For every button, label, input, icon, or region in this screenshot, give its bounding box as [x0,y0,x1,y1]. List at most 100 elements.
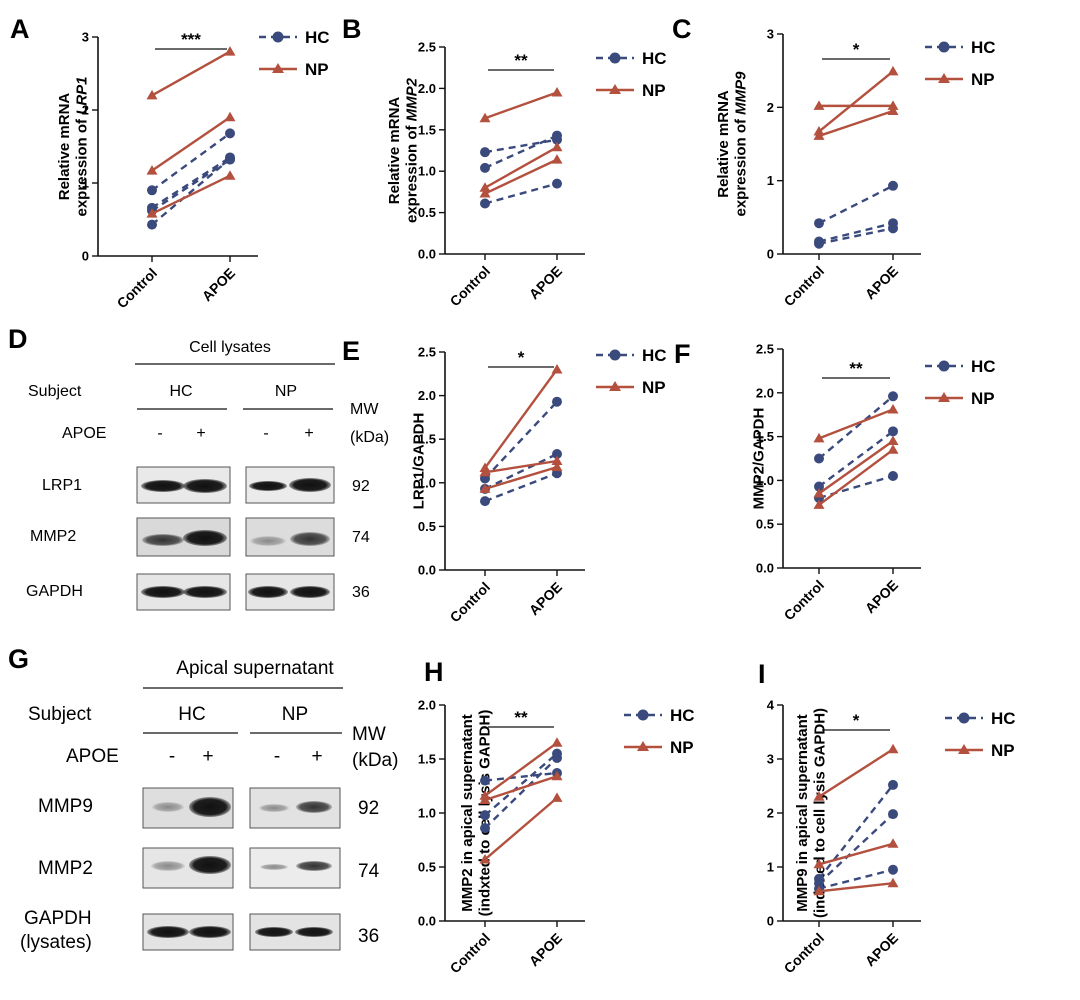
y-tick-label: 3 [82,30,89,45]
x-category-label: Control [447,930,494,977]
data-point-np [887,743,899,754]
x-category-label: APOE [526,579,565,618]
blot-g-row-label-2: (lysates) [20,932,92,953]
legend-label-np: NP [305,60,329,79]
data-point-np [813,858,825,869]
blot-panel-g: G Apical supernatant Subject HC NP MW AP… [8,644,398,953]
data-point-np [887,444,899,454]
data-point-hc [888,426,898,437]
y-axis-label: Relative mRNAexpression of MMP9 [715,71,749,217]
blot-band [189,856,231,874]
blot-panel-d: D Cell lysates Subject HC NP MW APOE - +… [8,324,389,611]
blot-band [147,926,189,938]
series-line-np [818,748,894,798]
y-tick-label: 0.0 [418,563,436,578]
data-point-hc [888,809,898,820]
blot-g-group-hc: HC [178,704,205,725]
y-tick-label: 3 [767,752,774,767]
data-point-np [887,105,899,115]
series-line-hc [818,227,894,245]
data-point-np [551,737,563,747]
y-axis-label: LRP1/GAPDH [411,413,428,510]
blot-g-apoe-label: APOE [66,746,119,767]
data-point-np [551,154,563,164]
y-tick-label: 2.5 [418,40,436,55]
data-point-hc [814,481,824,492]
x-category-label: APOE [199,265,238,304]
blot-band [189,797,231,817]
panel-letter: E [342,336,360,366]
data-point-np [551,792,563,802]
y-tick-label: 0 [82,249,89,264]
chart-panel-b: B 0.0 0.5 1.0 1.5 2.0 2.5 Control APOE Relative m… [342,14,667,309]
series-line-np [484,775,558,802]
blot-band [183,479,227,493]
legend-marker-np [938,392,950,402]
data-point-hc [888,471,898,482]
legend-marker-np [609,381,621,391]
series-line-np [818,70,894,133]
y-tick-label: 2 [767,806,774,821]
data-point-hc [888,223,898,234]
data-point-np [887,435,899,445]
blot-g-sign: - [169,746,175,767]
legend-marker-hc [609,349,621,361]
y-tick-label: 1 [82,176,89,191]
legend-label-hc: HC [642,346,667,365]
blot-g-row-mw: 36 [358,926,379,947]
data-point-hc [814,238,824,249]
series-line-hc [484,134,558,169]
y-tick-label: 2.0 [418,388,436,403]
y-tick-label: 1.0 [418,475,436,490]
series-line-np [484,91,558,120]
data-point-np [551,363,563,374]
series-line-np [484,465,558,491]
significance-label: ** [514,51,528,70]
chart-panel-f: F 0.0 0.5 1.0 1.5 2.0 2.5 Control APOE MMP2/GAPDH… [674,339,996,623]
blot-band [141,586,185,598]
data-point-hc [225,128,235,139]
legend-marker-np [609,84,621,94]
series-line-hc [484,452,558,490]
blot-band [141,480,185,492]
series-line-np [484,158,558,195]
data-point-np [813,791,825,801]
blot-band [296,861,332,871]
data-point-hc [225,153,235,164]
chart-panel-e: E 0.0 0.5 1.0 1.5 2.0 2.5 Control APOE LRP1/GAPDH… [342,336,667,625]
blot-d-mw-label: MW [350,401,379,418]
data-point-np [551,461,563,472]
data-point-hc [480,823,490,834]
significance-label: * [853,711,860,730]
blot-d-header: Cell lysates [189,339,271,356]
legend-marker-hc [637,709,649,721]
y-tick-label: 1 [767,173,774,188]
legend-label-hc: HC [642,49,667,68]
series-line-hc [151,132,231,192]
series-line-np [484,459,558,474]
legend-label-np: NP [642,378,666,397]
data-point-np [146,89,158,100]
blot-d-row-mw: 92 [352,478,370,495]
series-line-np [151,50,231,97]
panel-letter-d: D [8,324,28,354]
blot-band [248,586,288,598]
blot-band [296,801,332,813]
blot-band [183,586,227,598]
significance-label: ** [849,359,863,378]
blot-g-kda-label: (kDa) [352,750,398,771]
data-point-np [887,838,899,848]
series-line-np [818,109,894,138]
panel-letter: H [424,657,444,687]
panel-letter-g: G [8,644,29,674]
blot-g-row-label: MMP2 [38,858,93,879]
blot-g-row-label: MMP9 [38,796,93,817]
legend-label-np: NP [670,738,694,757]
significance-label: * [853,40,860,59]
y-tick-label: 2.0 [418,81,436,96]
y-axis-label: MMP2/GAPDH [751,408,768,510]
y-tick-label: 0.5 [418,860,436,875]
blot-d-row-mw: 36 [352,584,370,601]
y-axis-label: Relative mRNAexpression of MMP2 [386,77,420,223]
